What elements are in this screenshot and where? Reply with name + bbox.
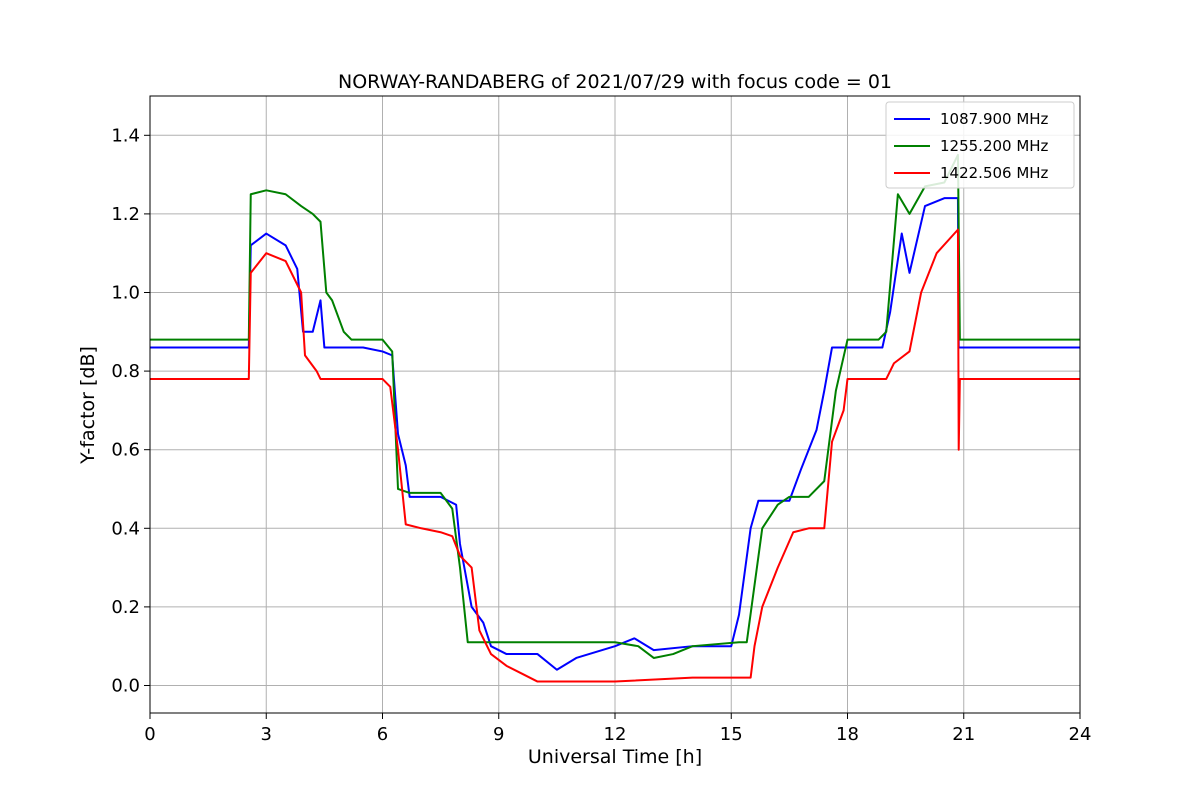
x-tick-label: 15 — [720, 724, 743, 745]
y-tick-label: 0.8 — [111, 361, 140, 382]
y-tick-label: 1.0 — [111, 282, 140, 303]
legend: 1087.900 MHz 1255.200 MHz 1422.506 MHz — [885, 101, 1075, 189]
x-axis-label: Universal Time [h] — [528, 746, 702, 768]
x-tick-label: 18 — [836, 724, 859, 745]
ticks: 0 3 6 9 12 15 18 21 24 0.0 0.2 0.4 0.6 0.8 1.0 1.2 1.4 — [111, 125, 1091, 745]
legend-box — [885, 101, 1075, 189]
y-tick-label: 0.2 — [111, 597, 140, 618]
y-tick-label: 0.0 — [111, 675, 140, 696]
y-tick-label: 0.6 — [111, 440, 140, 461]
x-tick-label: 6 — [377, 724, 388, 745]
y-axis-label: Y-factor [dB] — [77, 346, 99, 465]
y-tick-label: 1.4 — [111, 125, 140, 146]
x-tick-label: 21 — [952, 724, 975, 745]
series-line-3 — [150, 228, 1080, 683]
x-tick-label: 9 — [493, 724, 504, 745]
series-layer — [150, 153, 1080, 683]
y-tick-label: 1.2 — [111, 204, 140, 225]
x-tick-label: 24 — [1069, 724, 1092, 745]
x-tick-label: 3 — [261, 724, 272, 745]
chart-title: NORWAY-RANDABERG of 2021/07/29 with focu… — [338, 71, 892, 93]
series-line-2 — [150, 153, 1080, 659]
legend-label-2: 1255.200 MHz — [940, 137, 1049, 155]
x-tick-label: 0 — [144, 724, 155, 745]
y-tick-label: 0.4 — [111, 518, 140, 539]
series-line-1 — [150, 197, 1080, 671]
legend-label-3: 1422.506 MHz — [940, 164, 1049, 182]
x-tick-label: 12 — [604, 724, 627, 745]
legend-label-1: 1087.900 MHz — [940, 110, 1049, 128]
